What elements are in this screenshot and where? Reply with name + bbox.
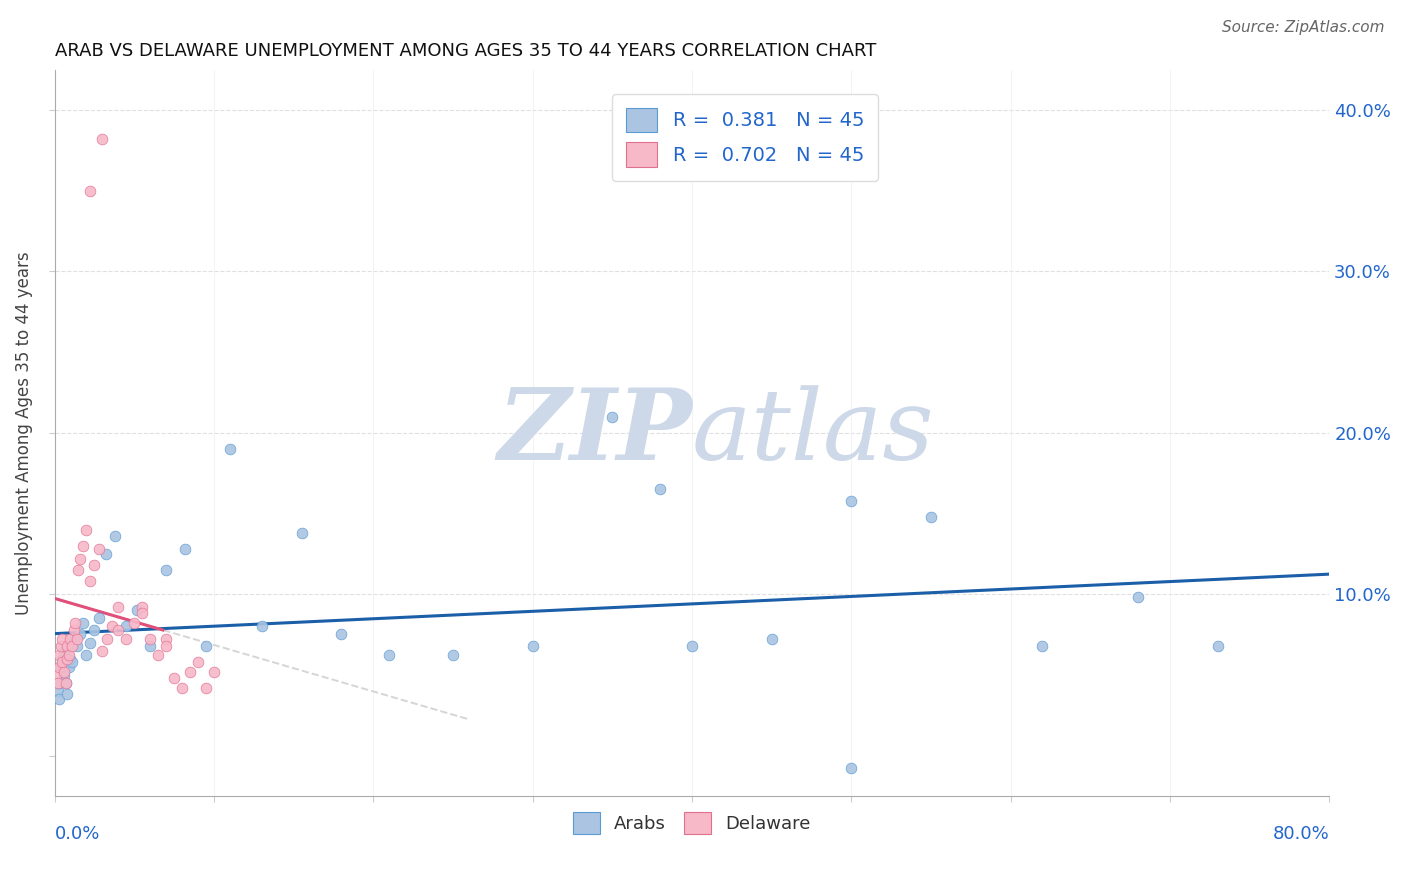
- Point: [104, 529, 127, 543]
- Point: [53, 665, 76, 679]
- Point: [163, 671, 186, 685]
- Point: [79, 635, 101, 649]
- Point: [115, 632, 138, 647]
- Point: [139, 632, 162, 647]
- Point: [91, 643, 114, 657]
- Point: [290, 525, 312, 540]
- Point: [170, 681, 193, 695]
- Point: [122, 616, 145, 631]
- Point: [681, 639, 703, 653]
- Point: [79, 184, 101, 198]
- Point: [66, 632, 89, 647]
- Point: [51, 632, 73, 647]
- Point: [62, 623, 84, 637]
- Point: [53, 668, 76, 682]
- Text: ARAB VS DELAWARE UNEMPLOYMENT AMONG AGES 35 TO 44 YEARS CORRELATION CHART: ARAB VS DELAWARE UNEMPLOYMENT AMONG AGES…: [55, 42, 876, 60]
- Point: [194, 681, 217, 695]
- Point: [107, 600, 129, 615]
- Point: [55, 676, 77, 690]
- Point: [48, 648, 70, 663]
- Point: [79, 574, 101, 589]
- Point: [330, 627, 353, 641]
- Point: [202, 665, 225, 679]
- Point: [839, 761, 862, 775]
- Point: [920, 509, 942, 524]
- Point: [48, 659, 70, 673]
- Point: [46, 684, 69, 698]
- Point: [56, 639, 79, 653]
- Point: [58, 659, 80, 673]
- Point: [1126, 591, 1149, 605]
- Point: [250, 619, 273, 633]
- Point: [69, 551, 91, 566]
- Point: [60, 639, 83, 653]
- Text: 80.0%: 80.0%: [1272, 825, 1329, 843]
- Point: [179, 665, 201, 679]
- Point: [1206, 639, 1229, 653]
- Point: [83, 558, 105, 572]
- Point: [648, 482, 671, 496]
- Point: [146, 648, 169, 663]
- Point: [115, 619, 138, 633]
- Point: [58, 648, 80, 663]
- Point: [1031, 639, 1053, 653]
- Point: [67, 563, 90, 577]
- Y-axis label: Unemployment Among Ages 35 to 44 years: Unemployment Among Ages 35 to 44 years: [15, 251, 32, 615]
- Point: [51, 651, 73, 665]
- Point: [96, 632, 118, 647]
- Point: [48, 692, 70, 706]
- Point: [56, 687, 79, 701]
- Point: [59, 651, 82, 665]
- Point: [131, 607, 153, 621]
- Point: [53, 643, 76, 657]
- Point: [49, 659, 72, 673]
- Point: [72, 539, 94, 553]
- Text: atlas: atlas: [692, 385, 935, 481]
- Point: [155, 632, 177, 647]
- Point: [187, 655, 209, 669]
- Point: [522, 639, 544, 653]
- Point: [75, 523, 97, 537]
- Text: 0.0%: 0.0%: [55, 825, 100, 843]
- Point: [89, 541, 111, 556]
- Point: [155, 563, 177, 577]
- Point: [107, 623, 129, 637]
- Point: [194, 639, 217, 653]
- Point: [600, 409, 623, 424]
- Point: [83, 623, 105, 637]
- Point: [49, 639, 72, 653]
- Point: [72, 616, 94, 631]
- Point: [59, 632, 82, 647]
- Point: [94, 547, 117, 561]
- Point: [761, 632, 783, 647]
- Point: [45, 668, 67, 682]
- Point: [46, 676, 69, 690]
- Point: [131, 600, 153, 615]
- Point: [218, 442, 240, 456]
- Point: [51, 655, 73, 669]
- Point: [127, 603, 149, 617]
- Text: ZIP: ZIP: [496, 384, 692, 481]
- Point: [60, 655, 83, 669]
- Point: [155, 639, 177, 653]
- Point: [48, 676, 70, 690]
- Point: [378, 648, 401, 663]
- Point: [69, 627, 91, 641]
- Point: [139, 639, 162, 653]
- Point: [174, 541, 197, 556]
- Point: [65, 616, 87, 631]
- Point: [839, 493, 862, 508]
- Text: Source: ZipAtlas.com: Source: ZipAtlas.com: [1222, 20, 1385, 35]
- Point: [55, 676, 77, 690]
- Point: [91, 132, 114, 146]
- Point: [89, 611, 111, 625]
- Legend: Arabs, Delaware: Arabs, Delaware: [565, 805, 818, 841]
- Point: [66, 639, 89, 653]
- Point: [56, 651, 79, 665]
- Point: [101, 619, 124, 633]
- Point: [75, 648, 97, 663]
- Point: [62, 632, 84, 647]
- Point: [441, 648, 464, 663]
